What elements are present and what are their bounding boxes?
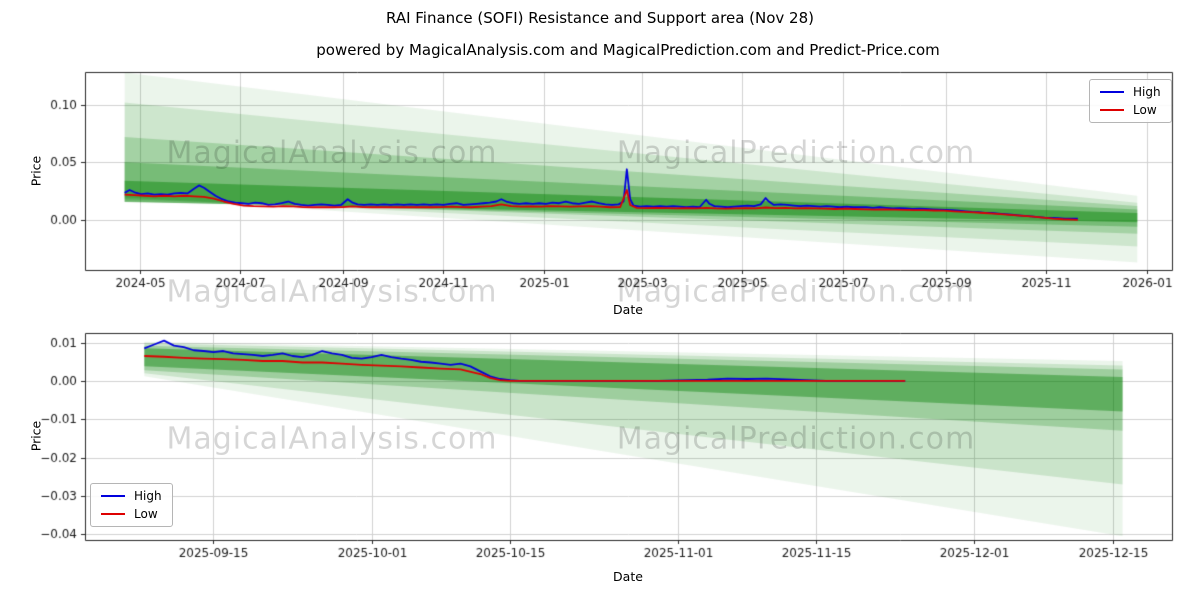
top-chart-legend: High Low [1089,79,1172,123]
high-line-swatch [1100,91,1124,93]
legend-label-low: Low [134,507,158,521]
bottom-x-axis-label: Date [613,569,643,584]
top-x-axis-label: Date [613,302,643,317]
page-title: RAI Finance (SOFI) Resistance and Suppor… [386,9,814,27]
legend-item-high: High [101,490,162,502]
top-y-axis-label: Price [28,155,44,187]
low-line-swatch [1100,109,1124,111]
legend-label-high: High [1133,85,1161,99]
chart-subtitle: powered by MagicalAnalysis.com and Magic… [316,41,940,59]
low-line-swatch [101,513,125,515]
legend-item-low: Low [1100,104,1161,116]
legend-label-low: Low [1133,103,1157,117]
bottom-chart-legend: High Low [90,483,173,527]
legend-item-high: High [1100,86,1161,98]
high-line-swatch [101,495,125,497]
bottom-y-axis-label: Price [28,420,44,452]
legend-label-high: High [134,489,162,503]
legend-item-low: Low [101,508,162,520]
